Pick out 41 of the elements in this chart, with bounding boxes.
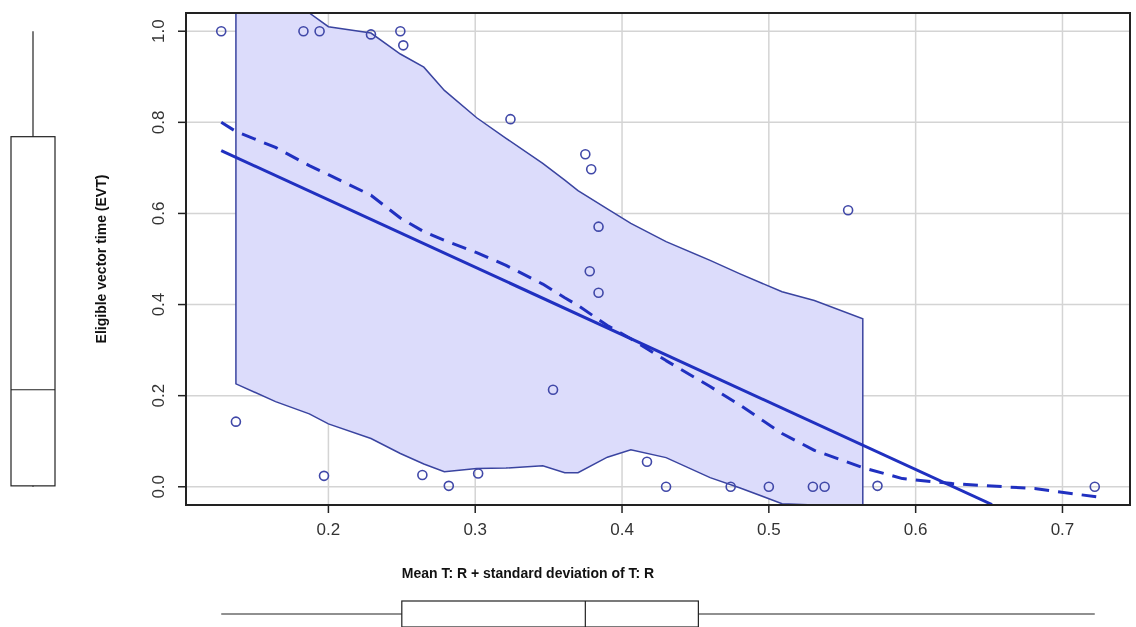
point <box>1089 481 1101 493</box>
point <box>660 481 672 493</box>
point <box>819 481 830 493</box>
point <box>593 287 604 299</box>
y-tick-label: 0.4 <box>149 292 168 317</box>
point <box>395 25 406 37</box>
point <box>472 468 484 479</box>
point <box>318 470 330 482</box>
x-axis-title: Mean T: R + standard deviation of T: R <box>401 565 655 581</box>
point <box>547 384 559 396</box>
y-tick-label: 0.8 <box>149 110 168 135</box>
point <box>807 481 819 493</box>
point <box>580 148 591 160</box>
x-tick-label: 0.7 <box>1050 520 1075 539</box>
point <box>641 456 653 468</box>
x-tick-label: 0.6 <box>903 520 928 539</box>
point <box>763 481 775 493</box>
point <box>505 113 516 125</box>
point <box>585 163 597 175</box>
point <box>443 480 455 492</box>
y-axis-title: Eligible vector time (EVT) <box>93 174 109 344</box>
point <box>298 25 309 37</box>
x-tick-label: 0.5 <box>757 520 781 539</box>
y-tick-label: 0.0 <box>149 474 168 499</box>
point <box>842 204 854 216</box>
point <box>230 416 242 427</box>
point <box>593 221 604 232</box>
y-tick-label: 1.0 <box>149 19 168 44</box>
point <box>872 480 883 492</box>
point <box>417 469 428 481</box>
point <box>365 29 377 40</box>
point <box>397 40 409 51</box>
point <box>314 25 325 37</box>
x-tick-label: 0.2 <box>316 520 341 539</box>
point <box>584 266 596 277</box>
point <box>725 481 736 493</box>
y-tick-label: 0.6 <box>149 201 168 226</box>
x-tick-label: 0.4 <box>610 520 634 539</box>
y-tick-label: 0.2 <box>149 383 168 408</box>
x-tick-label: 0.3 <box>463 520 488 539</box>
point <box>215 25 227 37</box>
